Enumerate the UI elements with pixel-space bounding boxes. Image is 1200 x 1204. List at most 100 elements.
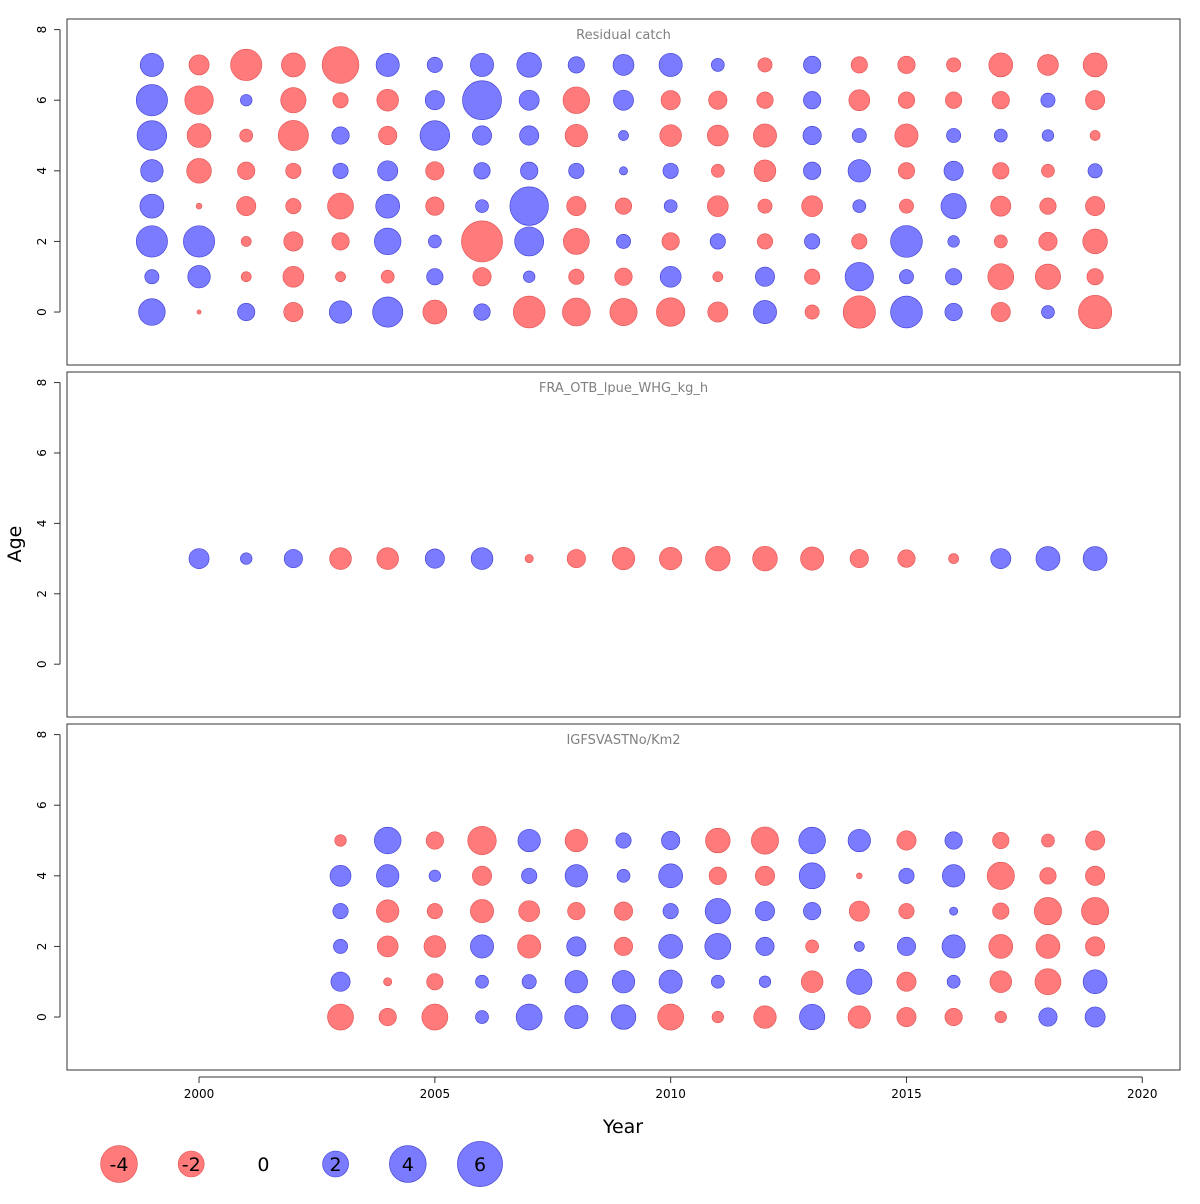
legend-bubble	[457, 1141, 503, 1187]
bubble	[946, 128, 962, 143]
bubble	[945, 91, 963, 109]
bubble	[564, 828, 588, 853]
y-tick-label: 2	[35, 943, 49, 951]
bubble	[472, 125, 492, 146]
bubble	[804, 304, 820, 320]
bubble	[851, 128, 867, 143]
bubble	[372, 296, 404, 328]
bubble	[844, 262, 874, 292]
bubble	[660, 90, 681, 111]
bubble	[803, 902, 822, 921]
y-tick-label: 6	[35, 96, 49, 104]
bubble	[662, 903, 679, 920]
bubble	[1082, 52, 1108, 78]
bubble	[658, 934, 683, 959]
bubble	[663, 199, 678, 213]
bubble	[196, 309, 202, 315]
panel-title: FRA_OTB_lpue_WHG_kg_h	[539, 381, 708, 396]
bubble	[659, 547, 683, 571]
bubble	[707, 195, 729, 217]
bubble	[519, 125, 540, 146]
bubble	[470, 934, 494, 959]
bubble	[377, 160, 399, 182]
bubble	[332, 162, 349, 179]
bubble	[847, 1005, 871, 1029]
bubble	[428, 234, 442, 249]
bubble	[800, 970, 824, 993]
bubble	[613, 936, 633, 956]
bubble	[657, 1003, 684, 1031]
bubble	[849, 549, 869, 569]
bubble-size-legend: -4 -2 0 2 4 6	[100, 1141, 503, 1187]
bubble	[898, 903, 915, 920]
bubble	[848, 900, 870, 922]
bubble	[1039, 867, 1057, 885]
bubble	[331, 126, 350, 145]
bubble	[475, 1010, 489, 1024]
bubble	[1034, 263, 1061, 290]
bubble	[988, 934, 1014, 959]
bubble	[473, 303, 491, 321]
bubble	[237, 161, 256, 180]
bubble	[184, 85, 214, 115]
bubble	[803, 161, 822, 180]
bubble	[611, 547, 636, 571]
bubble	[801, 195, 823, 217]
y-tick-label: 2	[35, 238, 49, 246]
y-tick-label: 6	[35, 449, 49, 457]
bubble	[755, 936, 775, 956]
bubble	[1085, 936, 1106, 957]
bubble	[426, 268, 444, 286]
bubble	[428, 869, 441, 882]
x-axis-title: Year	[602, 1116, 643, 1138]
bubble	[890, 225, 923, 258]
bubble	[616, 869, 631, 883]
bubble	[567, 56, 585, 74]
legend-item: -2	[177, 1150, 205, 1178]
bubble	[757, 57, 773, 73]
bubble	[613, 901, 633, 921]
bubble	[619, 166, 628, 176]
bubble	[993, 128, 1008, 143]
bubble	[756, 91, 774, 109]
bubble	[851, 233, 868, 250]
bubble	[332, 903, 349, 920]
bubble	[899, 198, 914, 214]
bubble	[661, 831, 681, 851]
bubble	[374, 826, 402, 855]
bubble	[847, 828, 871, 853]
bubble	[564, 970, 588, 994]
panel-frame	[66, 371, 1181, 718]
bubble	[890, 295, 923, 329]
bubble	[896, 830, 917, 851]
bubble	[240, 552, 253, 565]
bubble	[521, 867, 538, 884]
bubble	[1034, 968, 1062, 996]
bubble	[896, 971, 917, 992]
legend-item: 0	[257, 1154, 269, 1176]
bubble	[332, 92, 349, 109]
y-tick-label: 8	[35, 379, 49, 387]
bubble	[1035, 934, 1061, 959]
legend-bubble	[100, 1145, 138, 1183]
bubble	[470, 899, 494, 924]
bubble	[946, 974, 961, 989]
x-tick-label: 2015	[891, 1087, 922, 1101]
bubble	[1082, 969, 1108, 995]
bubble	[994, 1010, 1007, 1024]
bubble	[944, 831, 963, 850]
bubble	[378, 126, 398, 146]
bubble	[704, 898, 731, 925]
bubble	[376, 935, 399, 958]
bubble	[991, 91, 1010, 110]
bubble	[135, 84, 168, 117]
bubble	[135, 225, 168, 258]
y-tick-label: 8	[35, 731, 49, 739]
bubble	[283, 231, 304, 252]
bubble	[993, 234, 1008, 249]
y-tick-label: 0	[35, 1013, 49, 1021]
bubble	[1084, 1006, 1106, 1028]
bubble	[518, 900, 540, 922]
bubble	[1086, 268, 1104, 286]
bubble	[329, 865, 352, 887]
